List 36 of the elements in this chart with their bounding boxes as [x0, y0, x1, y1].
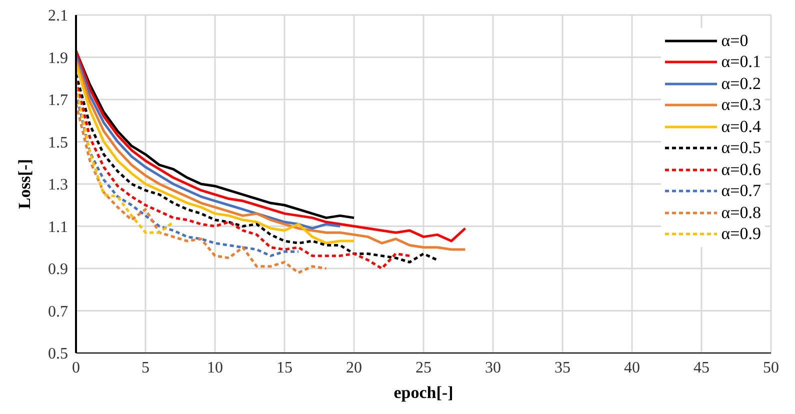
line-series	[76, 86, 175, 234]
y-tick-label: 1.3	[48, 176, 68, 194]
x-tick-label: 45	[694, 359, 710, 376]
legend-label: α=0	[721, 30, 748, 51]
line-series	[76, 102, 328, 274]
legend-label: α=0.4	[721, 116, 761, 137]
x-tick-label: 0	[72, 359, 80, 376]
x-tick-label: 10	[207, 359, 223, 376]
x-tick-label: 35	[554, 359, 570, 376]
legend-label: α=0.7	[721, 181, 761, 202]
y-tick-label: 0.5	[48, 346, 68, 363]
y-axis-title: Loss[-]	[15, 158, 34, 210]
legend-label: α=0.1	[721, 52, 761, 72]
legend-label: α=0.5	[721, 138, 761, 158]
legend-label: α=0.9	[721, 224, 761, 244]
legend-label: α=0.3	[721, 95, 761, 116]
x-tick-label: 50	[763, 359, 779, 376]
x-tick-label: 5	[142, 359, 150, 376]
y-tick-label: 1.7	[48, 92, 68, 110]
x-axis-title: epoch[-]	[394, 383, 454, 402]
legend-label: α=0.6	[721, 160, 761, 180]
y-tick-label: 1.5	[48, 134, 68, 152]
x-tick-label: 25	[416, 359, 432, 376]
legend-label: α=0.8	[721, 202, 761, 223]
y-tick-label: 0.7	[48, 303, 68, 320]
x-tick-label: 30	[485, 359, 501, 376]
legend-label: α=0.2	[721, 74, 761, 94]
y-tick-label: 1.1	[48, 218, 68, 236]
x-tick-label: 40	[624, 359, 640, 376]
y-tick-label: 2.1	[48, 8, 68, 25]
y-tick-label: 0.9	[48, 261, 68, 278]
y-tick-label: 1.9	[48, 50, 68, 67]
line-series	[76, 92, 300, 258]
x-tick-label: 15	[276, 359, 292, 376]
x-tick-label: 20	[346, 359, 362, 376]
line-series	[76, 62, 356, 244]
